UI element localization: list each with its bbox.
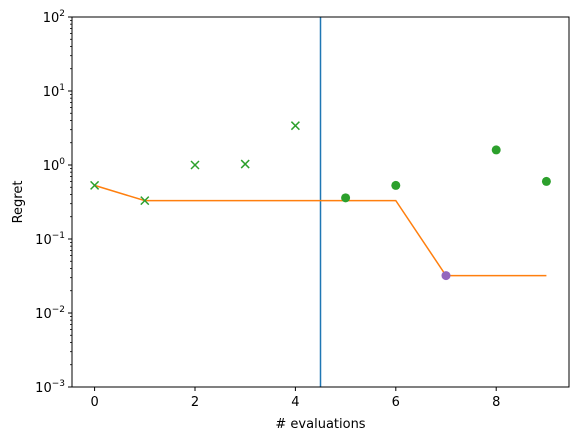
x-tick-label: 0 [90, 395, 98, 410]
y-tick-label: 10−3 [35, 379, 65, 396]
circle-marker-point [391, 180, 401, 190]
y-tick-label-exponent: 1 [59, 83, 65, 93]
y-axis-title: Regret [11, 181, 26, 224]
y-tick-label-exponent: −1 [52, 231, 65, 241]
y-tick-label: 100 [43, 157, 66, 174]
x-tick-label: 2 [191, 395, 199, 410]
x-marker-stroke [240, 159, 250, 169]
y-tick-label-base: 10 [35, 381, 52, 396]
x-marker-stroke [190, 160, 200, 170]
x-tick-label: 6 [392, 395, 400, 410]
x-marker-point [190, 160, 200, 170]
y-tick-label-base: 10 [43, 85, 60, 100]
y-tick-label-exponent: −2 [52, 305, 65, 315]
y-tick-label-exponent: 0 [59, 157, 65, 167]
x-marker-stroke [140, 196, 150, 206]
y-tick-label-exponent: −3 [52, 379, 65, 389]
y-tick-label-base: 10 [43, 159, 60, 174]
circle-marker-point [491, 145, 501, 155]
x-marker-stroke [90, 180, 100, 190]
x-axis-title: # evaluations [275, 417, 365, 432]
x-marker-point [290, 121, 300, 131]
y-tick-label: 10−2 [35, 305, 65, 322]
x-marker-point [240, 159, 250, 169]
y-tick-label-base: 10 [35, 233, 52, 248]
y-tick-label: 101 [43, 83, 65, 100]
y-tick-label: 10−1 [35, 231, 65, 248]
circle-marker-point [341, 193, 351, 203]
x-tick-label: 4 [291, 395, 299, 410]
y-tick-label-base: 10 [35, 307, 52, 322]
circle-marker-point [541, 176, 551, 186]
y-tick-label-exponent: 2 [59, 9, 65, 19]
chart-marks [90, 17, 551, 387]
x-marker-stroke [290, 121, 300, 131]
x-marker-point [90, 180, 100, 190]
incumbent-regret-line [94, 184, 547, 277]
plot-frame [71, 16, 570, 388]
circle-marker-point [441, 271, 451, 281]
x-tick-label: 8 [492, 395, 500, 410]
y-tick-label: 102 [43, 9, 65, 26]
y-tick-label-base: 10 [43, 11, 60, 26]
x-marker-point [140, 196, 150, 206]
